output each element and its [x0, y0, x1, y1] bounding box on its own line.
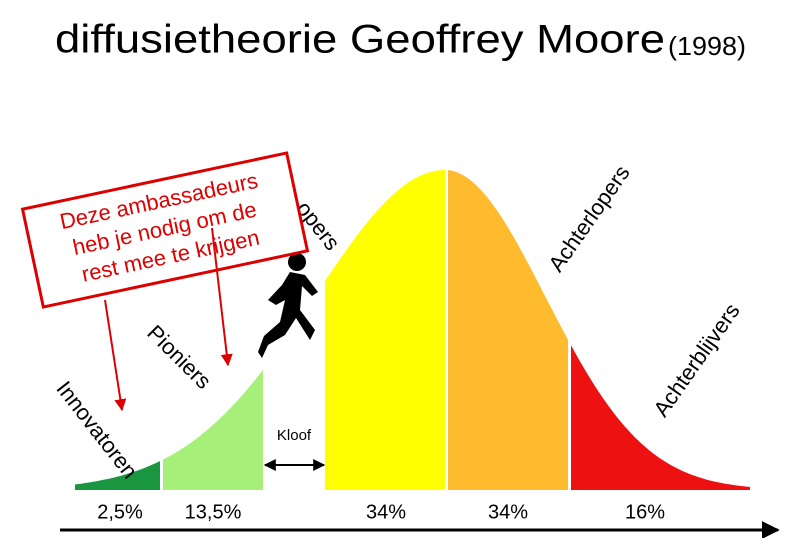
- curve-segment: [571, 345, 750, 490]
- runner-icon: [258, 253, 318, 358]
- callout-box: [20, 151, 310, 309]
- share-label: 16%: [625, 501, 665, 523]
- year: (1998): [668, 31, 746, 61]
- bell-curve: [75, 170, 750, 490]
- group-label: Achterlopers: [543, 161, 634, 277]
- group-label: Innovatoren: [51, 376, 142, 483]
- share-label: 34%: [366, 501, 406, 523]
- curve-segment: [163, 369, 263, 490]
- callout-arrow: [104, 299, 127, 412]
- title: diffusietheorie Geoffrey Moore: [55, 18, 665, 62]
- share-label: 2,5%: [97, 501, 143, 523]
- callout: Deze ambassadeurs heb je nodig om de res…: [20, 151, 310, 309]
- gap-label: Kloof: [277, 427, 312, 444]
- curve-segment: [448, 170, 568, 490]
- callout-arrow: [211, 227, 233, 367]
- curve-segment: [75, 461, 160, 490]
- share-label: 34%: [488, 501, 528, 523]
- share-label: 13,5%: [185, 501, 242, 523]
- curve-segment: [325, 170, 445, 490]
- group-label: Achterblijvers: [648, 299, 744, 422]
- group-label: Pioniers: [142, 320, 216, 394]
